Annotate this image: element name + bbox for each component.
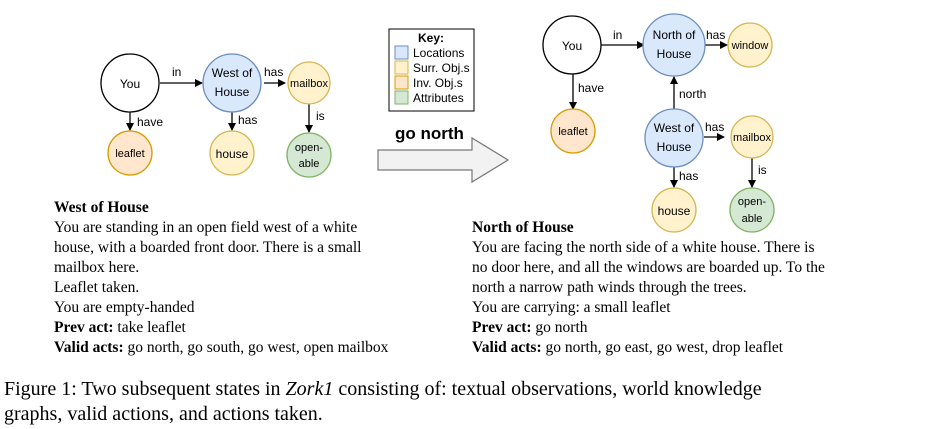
figure-caption: Figure 1: Two subsequent states in Zork1… — [4, 377, 925, 427]
right-obs-prev-act: Prev act: go north — [472, 318, 825, 338]
left-node-leaflet — [107, 130, 153, 176]
caption-line1-rest: consisting of: textual observations, wor… — [333, 378, 762, 400]
left-node-mailbox — [287, 61, 331, 105]
prev-act-value: take leaflet — [113, 319, 186, 336]
right-edge-have-label: have — [578, 81, 604, 95]
right-obs-line: north a narrow path winds through the tr… — [472, 279, 747, 296]
right-node-north-of-house-line1: North of — [653, 28, 696, 42]
legend-label-locations: Locations — [413, 46, 464, 60]
right-node-house — [651, 187, 697, 233]
prev-act-label: Prev act: — [472, 319, 532, 336]
valid-acts-label: Valid acts: — [54, 339, 124, 356]
left-node-mailbox-label: mailbox — [290, 78, 328, 90]
left-edge-has-mailbox-label: has — [264, 65, 283, 79]
right-edge-in-label: in — [613, 28, 622, 42]
left-edge-in-label: in — [172, 65, 181, 79]
legend-label-inv-objs: Inv. Obj.s — [413, 76, 463, 90]
legend-key: Key: Locations Surr. Obj.s Inv. Obj.s At… — [388, 28, 475, 112]
left-obs-line: You are standing in an open field west o… — [54, 219, 358, 236]
left-node-leaflet-label: leaflet — [115, 148, 144, 160]
right-node-leaflet — [550, 108, 596, 154]
transition-arrow — [377, 136, 510, 184]
right-node-window-label: window — [731, 40, 769, 52]
left-node-west-of-house — [202, 53, 262, 113]
right-node-west-of-house-line1: West of — [654, 121, 695, 135]
left-edge-has-house-label: has — [238, 113, 257, 127]
right-node-house-label: house — [658, 204, 691, 218]
left-obs-line: Leaflet taken. — [54, 279, 140, 296]
right-obs-line: no door here, and all the windows are bo… — [472, 259, 825, 276]
legend-label-attributes: Attributes — [413, 91, 464, 105]
prev-act-label: Prev act: — [54, 319, 114, 336]
caption-line2: graphs, valid actions, and actions taken… — [4, 403, 323, 425]
action-label: go north — [395, 124, 464, 143]
legend-title: Key: — [418, 31, 444, 45]
legend-swatch-locations — [394, 45, 409, 60]
left-node-openable-line2: able — [299, 158, 320, 170]
left-obs-line: house, with a boarded front door. There … — [54, 239, 362, 256]
right-obs-line: You are carrying: a small leaflet — [472, 299, 671, 316]
right-node-west-of-house-line2: House — [657, 140, 692, 154]
legend-swatch-attributes — [394, 90, 409, 105]
left-node-openable — [286, 132, 332, 178]
left-obs-title: West of House — [54, 199, 149, 216]
left-obs-valid-acts: Valid acts: go north, go south, go west,… — [54, 338, 388, 358]
right-node-openable-line2: able — [742, 213, 763, 225]
left-obs-prev-act: Prev act: take leaflet — [54, 318, 388, 338]
legend-label-surr-objs: Surr. Obj.s — [413, 61, 470, 75]
left-obs-line: mailbox here. — [54, 259, 140, 276]
left-observation: West of House You are standing in an ope… — [54, 198, 388, 358]
right-node-you-label: You — [562, 39, 582, 53]
right-edge-has-window-label: has — [706, 28, 725, 42]
right-node-openable — [729, 187, 775, 233]
right-obs-line: You are facing the north side of a white… — [472, 239, 815, 256]
left-graph: in has have has is You West of House mai… — [100, 53, 332, 178]
caption-italic: Zork1 — [285, 378, 334, 400]
left-node-you-label: You — [120, 77, 140, 91]
left-node-openable-line1: open- — [295, 142, 323, 154]
left-edge-have-label: have — [137, 115, 163, 129]
right-obs-title: North of House — [472, 219, 574, 236]
right-edge-north-label: north — [679, 87, 706, 101]
left-node-west-of-house-line1: West of — [212, 66, 253, 80]
legend-swatch-surr-objs — [394, 60, 409, 75]
right-node-leaflet-label: leaflet — [558, 126, 587, 138]
left-edge-is-label: is — [316, 109, 325, 123]
caption-prefix: Figure 1: Two subsequent states in — [4, 378, 286, 400]
right-node-openable-line1: open- — [738, 196, 766, 208]
right-node-north-of-house — [642, 13, 706, 77]
left-obs-line: You are empty-handed — [54, 299, 195, 316]
right-node-you — [542, 15, 602, 75]
right-observation: North of House You are facing the north … — [472, 218, 825, 358]
left-node-house-label: house — [216, 147, 249, 161]
right-node-mailbox — [730, 115, 774, 159]
right-node-north-of-house-line2: House — [657, 47, 692, 61]
right-edge-has-mailbox-label: has — [705, 120, 724, 134]
right-node-window — [727, 22, 773, 68]
right-node-west-of-house — [644, 108, 704, 168]
right-edge-has-house-label: has — [679, 169, 698, 183]
valid-acts-value: go north, go south, go west, open mailbo… — [123, 339, 389, 356]
legend-swatch-inv-objs — [394, 75, 409, 90]
right-node-mailbox-label: mailbox — [733, 132, 771, 144]
right-edge-is-label: is — [758, 163, 767, 177]
left-node-west-of-house-line2: House — [215, 85, 250, 99]
right-obs-valid-acts: Valid acts: go north, go east, go west, … — [472, 338, 825, 358]
valid-acts-value: go north, go east, go west, drop leaflet — [541, 339, 784, 356]
prev-act-value: go north — [531, 319, 588, 336]
left-node-house — [209, 130, 255, 176]
left-node-you — [100, 53, 160, 113]
valid-acts-label: Valid acts: — [472, 339, 542, 356]
right-graph: in has have north has has is You North o… — [542, 13, 775, 233]
